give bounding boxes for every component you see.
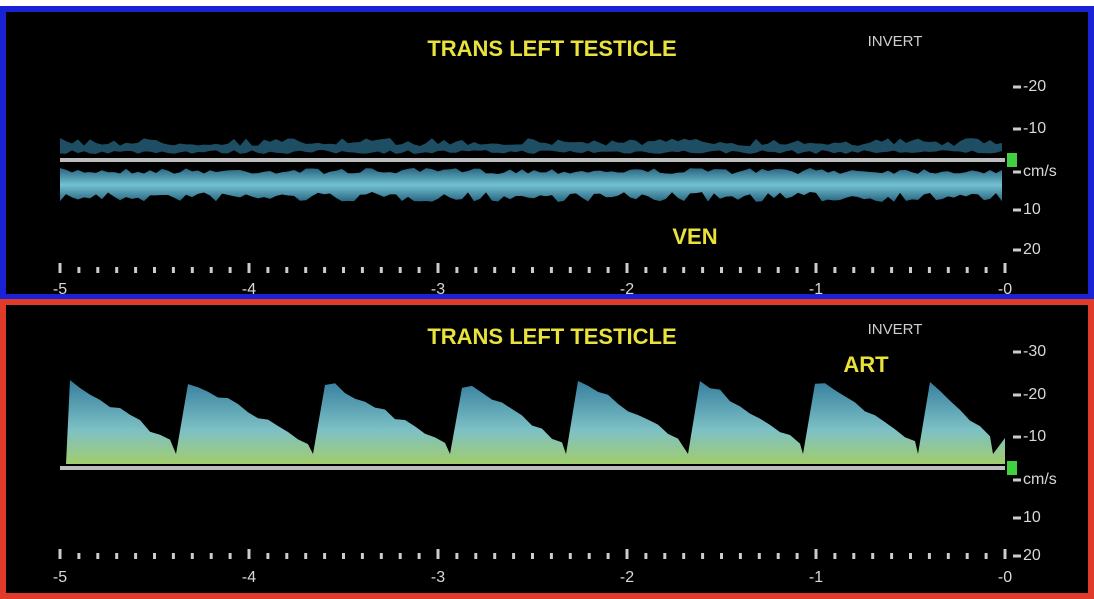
time-label: -0 [998, 281, 1012, 298]
scale-label: -20 [1023, 78, 1046, 95]
scale-label: -10 [1023, 120, 1046, 137]
mode-label: INVERT [868, 33, 923, 50]
time-label: -1 [809, 569, 823, 586]
scale-label: -20 [1023, 386, 1046, 403]
scale-label: 20 [1023, 547, 1041, 564]
baseline-marker [1007, 153, 1017, 167]
time-label: -1 [809, 281, 823, 298]
vessel-label: ART [843, 352, 889, 377]
time-label: -3 [431, 281, 445, 298]
time-label: -3 [431, 569, 445, 586]
time-label: -4 [242, 569, 256, 586]
time-label: -2 [620, 281, 634, 298]
scale-label: 20 [1023, 241, 1041, 258]
scale-label: 10 [1023, 509, 1041, 526]
baseline-marker [1007, 461, 1017, 475]
panel-title: TRANS LEFT TESTICLE [427, 36, 676, 61]
scale-label: -10 [1023, 428, 1046, 445]
time-label: -2 [620, 569, 634, 586]
scale-label: -30 [1023, 343, 1046, 360]
panel-title: TRANS LEFT TESTICLE [427, 324, 676, 349]
doppler-screenshot: TRANS LEFT TESTICLE INVERT VEN -20 -10 cm/s 10… [0, 0, 1094, 599]
scale-label: cm/s [1023, 471, 1057, 488]
vessel-label: VEN [672, 224, 717, 249]
time-label: -5 [53, 569, 67, 586]
mode-label: INVERT [868, 321, 923, 338]
time-label: -0 [998, 569, 1012, 586]
time-label: -5 [53, 281, 67, 298]
scale-label: cm/s [1023, 163, 1057, 180]
scale-label: 10 [1023, 201, 1041, 218]
time-label: -4 [242, 281, 256, 298]
